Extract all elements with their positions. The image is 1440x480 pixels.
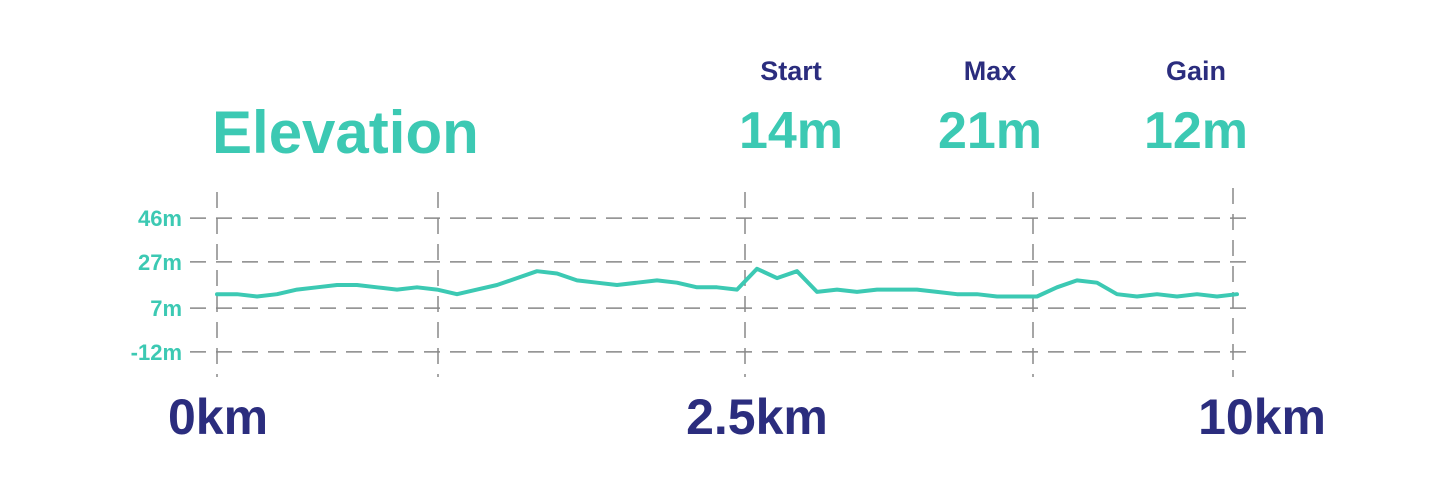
- y-tick-label: 27m: [138, 250, 182, 275]
- stat-label: Gain: [1166, 56, 1226, 86]
- stat-value: 21m: [938, 102, 1042, 160]
- stat-value: 12m: [1144, 102, 1248, 160]
- x-label: 10km: [1198, 389, 1326, 445]
- elevation-line: [215, 266, 1239, 299]
- stat-value: 14m: [739, 102, 843, 160]
- y-tick-label: -12m: [131, 340, 182, 365]
- y-tick-label: 7m: [150, 296, 182, 321]
- stat-label: Start: [760, 56, 822, 86]
- x-label: 0km: [168, 389, 268, 445]
- vertical-guides: [216, 188, 1234, 377]
- stat-label: Max: [964, 56, 1017, 86]
- chart-title: Elevation: [212, 99, 479, 166]
- y-tick-label: 46m: [138, 206, 182, 231]
- x-label: 2.5km: [686, 389, 828, 445]
